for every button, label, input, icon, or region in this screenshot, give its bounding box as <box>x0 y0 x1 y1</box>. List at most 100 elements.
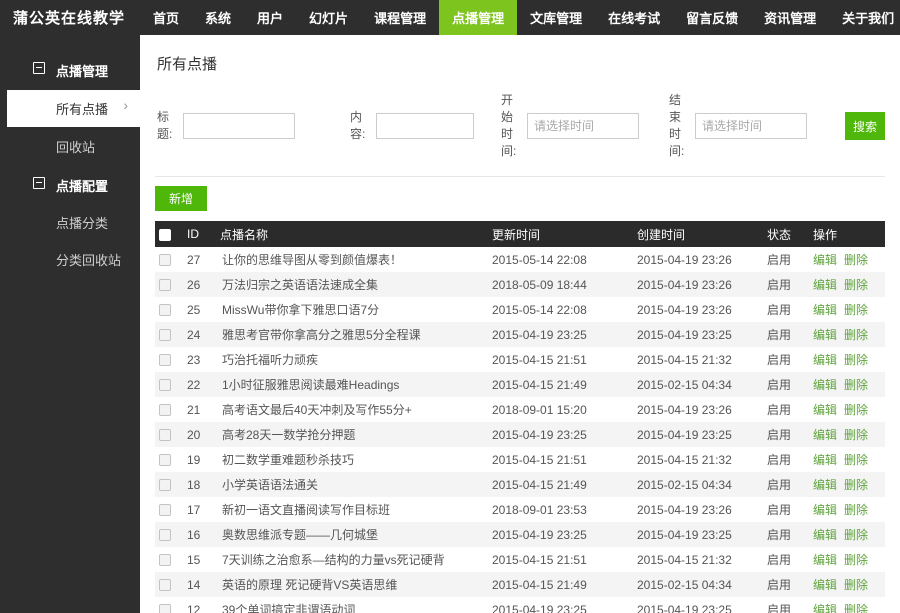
nav-item[interactable]: 在线考试 <box>595 0 673 35</box>
sidebar-section-vod-management[interactable]: 点播管理 <box>0 51 140 90</box>
edit-link[interactable]: 编辑 <box>813 378 838 392</box>
table-row: 17 新初一语文直播阅读写作目标班 2018-09-01 23:53 2015-… <box>155 497 885 522</box>
col-header-name: 点播名称 <box>216 221 488 247</box>
delete-link[interactable]: 删除 <box>844 478 869 492</box>
add-button[interactable]: 新增 <box>155 186 208 211</box>
delete-link[interactable]: 删除 <box>844 453 869 467</box>
nav-item[interactable]: 点播管理 <box>439 0 518 35</box>
row-checkbox[interactable] <box>159 454 171 467</box>
row-checkbox[interactable] <box>159 479 171 492</box>
sidebar-item[interactable]: 分类回收站 › <box>0 242 140 277</box>
edit-link[interactable]: 编辑 <box>813 503 838 517</box>
col-header-updated: 更新时间 <box>488 221 633 247</box>
cell-id: 27 <box>187 252 201 267</box>
delete-link[interactable]: 删除 <box>844 328 869 342</box>
search-button[interactable]: 搜索 <box>845 112 885 140</box>
row-checkbox[interactable] <box>159 554 171 567</box>
end-time-input[interactable] <box>695 113 807 139</box>
delete-link[interactable]: 删除 <box>844 503 869 517</box>
cell-updated: 2018-09-01 23:53 <box>492 502 587 517</box>
cell-created: 2015-04-19 23:25 <box>637 427 732 442</box>
row-checkbox[interactable] <box>159 529 171 542</box>
cell-created: 2015-04-15 21:32 <box>637 352 732 367</box>
row-checkbox[interactable] <box>159 329 171 342</box>
edit-link[interactable]: 编辑 <box>813 428 838 442</box>
delete-link[interactable]: 删除 <box>844 553 869 567</box>
delete-link[interactable]: 删除 <box>844 353 869 367</box>
row-checkbox[interactable] <box>159 354 171 367</box>
cell-status: 启用 <box>767 478 792 492</box>
sidebar-item[interactable]: 回收站 › <box>0 129 140 164</box>
nav-item[interactable]: 系统 <box>192 0 244 35</box>
nav-item[interactable]: 首页 <box>140 0 192 35</box>
start-time-input[interactable] <box>527 113 639 139</box>
edit-link[interactable]: 编辑 <box>813 403 838 417</box>
row-checkbox[interactable] <box>159 404 171 417</box>
cell-status: 启用 <box>767 328 792 342</box>
delete-link[interactable]: 删除 <box>844 403 869 417</box>
delete-link[interactable]: 删除 <box>844 278 869 292</box>
nav-item[interactable]: 资讯管理 <box>751 0 829 35</box>
delete-link[interactable]: 删除 <box>844 578 869 592</box>
edit-link[interactable]: 编辑 <box>813 253 838 267</box>
nav-item[interactable]: 课程管理 <box>361 0 439 35</box>
nav-item[interactable]: 留言反馈 <box>673 0 751 35</box>
title-input[interactable] <box>183 113 295 139</box>
edit-link[interactable]: 编辑 <box>813 553 838 567</box>
nav-item[interactable]: 幻灯片 <box>296 0 361 35</box>
cell-name: 万法归宗之英语语法速成全集 <box>222 278 379 292</box>
delete-link[interactable]: 删除 <box>844 603 869 613</box>
edit-link[interactable]: 编辑 <box>813 278 838 292</box>
cell-status: 启用 <box>767 428 792 442</box>
top-bar: 蒲公英在线教学 首页 系统 用户 幻灯片 课程管理 点播管理 文库管理 在线考试… <box>0 0 900 35</box>
delete-link[interactable]: 删除 <box>844 303 869 317</box>
row-checkbox[interactable] <box>159 579 171 592</box>
edit-link[interactable]: 编辑 <box>813 478 838 492</box>
cell-name: 巧治托福听力顽疾 <box>222 353 319 367</box>
sidebar-item[interactable]: 所有点播 › <box>7 90 140 127</box>
filter-bar: 标题: 内容: 开始时间: 结束时间: 搜索 <box>155 74 885 176</box>
row-checkbox[interactable] <box>159 604 171 613</box>
row-checkbox[interactable] <box>159 429 171 442</box>
vod-table: ID 点播名称 更新时间 创建时间 状态 操作 27 让你的思维导图从零到颜值爆… <box>155 221 885 613</box>
edit-link[interactable]: 编辑 <box>813 603 838 613</box>
collapse-minus-icon[interactable] <box>33 62 45 74</box>
edit-link[interactable]: 编辑 <box>813 578 838 592</box>
cell-id: 12 <box>187 602 201 613</box>
select-all-checkbox[interactable] <box>159 228 171 241</box>
cell-status: 启用 <box>767 353 792 367</box>
row-checkbox[interactable] <box>159 279 171 292</box>
edit-link[interactable]: 编辑 <box>813 453 838 467</box>
cell-status: 启用 <box>767 253 792 267</box>
sidebar-item[interactable]: 点播分类 › <box>0 205 140 240</box>
sidebar-section-vod-config[interactable]: 点播配置 <box>0 166 140 205</box>
delete-link[interactable]: 删除 <box>844 428 869 442</box>
cell-created: 2015-02-15 04:34 <box>637 377 732 392</box>
cell-name: 7天训练之治愈系—结构的力量vs死记硬背 <box>222 553 445 567</box>
row-checkbox[interactable] <box>159 304 171 317</box>
start-time-label: 开始时间: <box>501 93 517 158</box>
cell-created: 2015-04-19 23:26 <box>637 277 732 292</box>
cell-updated: 2015-04-19 23:25 <box>492 427 587 442</box>
edit-link[interactable]: 编辑 <box>813 328 838 342</box>
main-content: 所有点播 标题: 内容: 开始时间: 结束时间: 搜索 新增 <box>140 35 900 613</box>
cell-name: 雅思考官带你拿高分之雅思5分全程课 <box>222 328 421 342</box>
row-checkbox[interactable] <box>159 379 171 392</box>
edit-link[interactable]: 编辑 <box>813 528 838 542</box>
sidebar-item-label: 分类回收站 <box>56 253 122 268</box>
edit-link[interactable]: 编辑 <box>813 303 838 317</box>
collapse-minus-icon[interactable] <box>33 177 45 189</box>
row-checkbox[interactable] <box>159 254 171 267</box>
col-header-id: ID <box>183 221 216 247</box>
delete-link[interactable]: 删除 <box>844 528 869 542</box>
delete-link[interactable]: 删除 <box>844 378 869 392</box>
row-checkbox[interactable] <box>159 504 171 517</box>
edit-link[interactable]: 编辑 <box>813 353 838 367</box>
content-input[interactable] <box>376 113 474 139</box>
cell-status: 启用 <box>767 503 792 517</box>
cell-created: 2015-02-15 04:34 <box>637 577 732 592</box>
delete-link[interactable]: 删除 <box>844 253 869 267</box>
nav-item[interactable]: 关于我们 <box>829 0 900 35</box>
nav-item[interactable]: 文库管理 <box>517 0 595 35</box>
nav-item[interactable]: 用户 <box>244 0 296 35</box>
